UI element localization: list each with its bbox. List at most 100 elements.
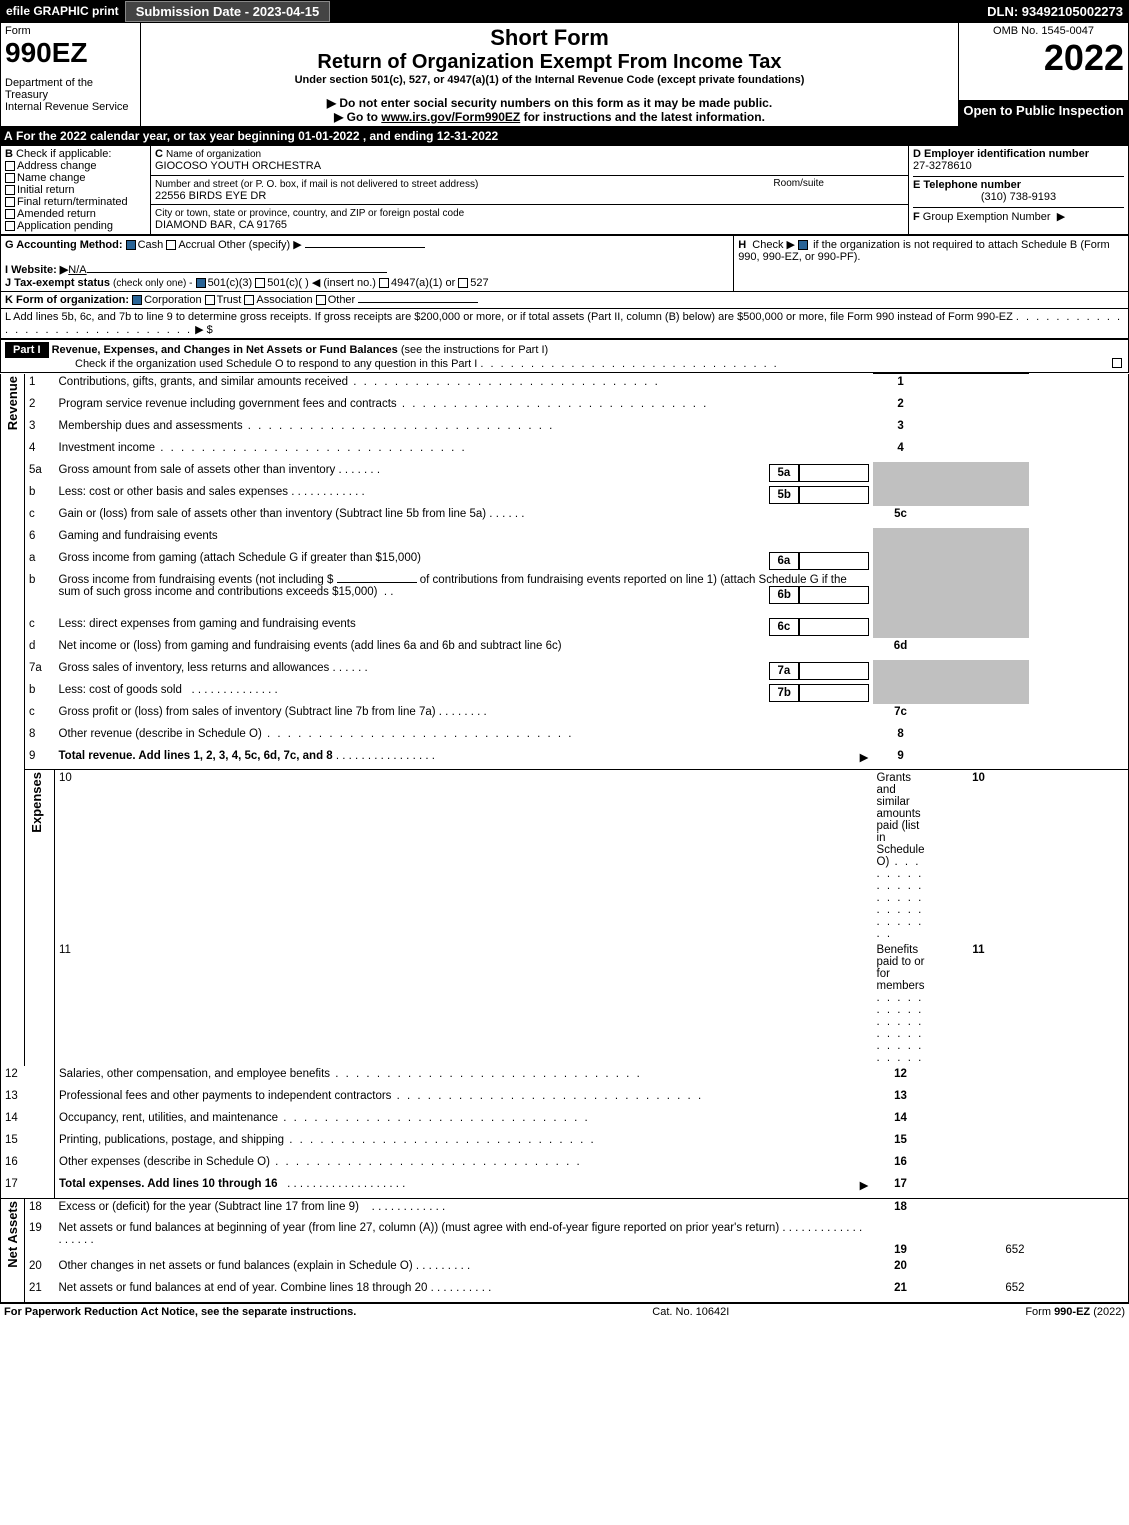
- accounting-method-label: G Accounting Method:: [5, 239, 123, 251]
- line-18-num: 18: [25, 1198, 55, 1220]
- org-name-label: Name of organization: [166, 149, 261, 160]
- line-21-text: Net assets or fund balances at end of ye…: [59, 1282, 428, 1294]
- line-17-num: 17: [1, 1176, 25, 1198]
- sub-7a-val: [799, 662, 869, 680]
- line-6d-num: d: [25, 638, 55, 660]
- efile-label[interactable]: efile GRAPHIC print: [0, 4, 125, 18]
- line-16-text: Other expenses (describe in Schedule O): [59, 1156, 270, 1168]
- line-12-box: 12: [873, 1066, 929, 1088]
- line-8-box: 8: [873, 726, 929, 748]
- goto-link[interactable]: ▶ Go to www.irs.gov/Form990EZ for instru…: [145, 110, 954, 124]
- line-6a-text: Gross income from gaming (attach Schedul…: [59, 552, 421, 564]
- sub-6c: 6c: [769, 618, 799, 636]
- chk-final-return[interactable]: [5, 197, 15, 207]
- line-3-box: 3: [873, 418, 929, 440]
- line-7c-text: Gross profit or (loss) from sales of inv…: [59, 706, 436, 718]
- sub-6a: 6a: [769, 552, 799, 570]
- chk-corp[interactable]: [132, 295, 142, 305]
- chk-4947[interactable]: [379, 278, 389, 288]
- line-6d-val: [929, 638, 1029, 660]
- lines-table: Revenue 1 Contributions, gifts, grants, …: [0, 373, 1129, 1303]
- line-2-val: [929, 396, 1029, 418]
- footer-left: For Paperwork Reduction Act Notice, see …: [4, 1306, 356, 1318]
- check-if-applicable: Check if applicable:: [16, 148, 111, 160]
- page-footer: For Paperwork Reduction Act Notice, see …: [0, 1303, 1129, 1320]
- line-17-text: Total expenses. Add lines 10 through 16: [59, 1178, 278, 1190]
- chk-accrual[interactable]: [166, 240, 176, 250]
- h-check-text: Check ▶: [752, 239, 795, 251]
- line-21-val: 652: [929, 1280, 1029, 1302]
- part1-title: Revenue, Expenses, and Changes in Net As…: [52, 344, 398, 356]
- line-19-box: 19: [873, 1220, 929, 1258]
- line-6a-num: a: [25, 550, 55, 572]
- line-15-box: 15: [873, 1132, 929, 1154]
- omb-number: OMB No. 1545-0047: [963, 25, 1124, 37]
- shaded-7a: [873, 660, 929, 682]
- website-label: I Website: ▶: [5, 264, 68, 276]
- line-6c-num: c: [25, 616, 55, 638]
- o-corp: Corporation: [144, 294, 201, 306]
- line-18-text: Excess or (deficit) for the year (Subtra…: [59, 1201, 359, 1213]
- chk-schedule-b[interactable]: [798, 240, 808, 250]
- chk-other-org[interactable]: [316, 295, 326, 305]
- opt-address-change: Address change: [17, 160, 97, 172]
- chk-amended[interactable]: [5, 209, 15, 219]
- shaded-5a-v: [929, 462, 1029, 484]
- submission-date: Submission Date - 2023-04-15: [125, 1, 331, 22]
- opt-amended: Amended return: [17, 208, 96, 220]
- dept-irs: Internal Revenue Service: [5, 101, 136, 113]
- section-a: A For the 2022 calendar year, or tax yea…: [0, 127, 1129, 145]
- sub-5b-val: [799, 486, 869, 504]
- sub-6b-val: [799, 586, 869, 604]
- tax-exempt-note: (check only one) -: [113, 278, 192, 289]
- chk-address-change[interactable]: [5, 161, 15, 171]
- chk-501c3[interactable]: [196, 278, 206, 288]
- sub-7a: 7a: [769, 662, 799, 680]
- chk-501c[interactable]: [255, 278, 265, 288]
- line-20-num: 20: [25, 1258, 55, 1280]
- chk-initial-return[interactable]: [5, 185, 15, 195]
- line-11-text: Benefits paid to or for members: [877, 944, 925, 992]
- form-number: 990EZ: [5, 37, 136, 69]
- inspection-badge: Open to Public Inspection: [959, 100, 1129, 126]
- shaded-6c: [873, 616, 929, 638]
- line-7b-text: Less: cost of goods sold: [59, 684, 182, 696]
- chk-name-change[interactable]: [5, 173, 15, 183]
- line-1-num: 1: [25, 374, 55, 396]
- ein-label: D Employer identification number: [913, 148, 1089, 160]
- o-other: Other: [328, 294, 356, 306]
- chk-assoc[interactable]: [244, 295, 254, 305]
- line-14-num: 14: [1, 1110, 25, 1132]
- top-bar: efile GRAPHIC print Submission Date - 20…: [0, 0, 1129, 22]
- line-11-val: [1029, 942, 1129, 1066]
- line-11-num: 11: [55, 942, 873, 1066]
- row-l-arrow: ▶ $: [195, 324, 213, 336]
- part1-note: (see the instructions for Part I): [401, 344, 548, 356]
- line-16-num: 16: [1, 1154, 25, 1176]
- ghij-block: G Accounting Method: Cash Accrual Other …: [0, 235, 1129, 339]
- line-6c-text: Less: direct expenses from gaming and fu…: [59, 618, 356, 630]
- line-2-num: 2: [25, 396, 55, 418]
- arrow-icon: ▶: [1057, 211, 1065, 223]
- line-3-text: Membership dues and assessments: [59, 420, 243, 432]
- shaded-6-v: [929, 528, 1029, 550]
- city-value: DIAMOND BAR, CA 91765: [155, 219, 287, 231]
- shaded-7b: [873, 682, 929, 704]
- chk-527[interactable]: [458, 278, 468, 288]
- line-9-box: 9: [873, 748, 929, 770]
- line-1-text: Contributions, gifts, grants, and simila…: [59, 376, 349, 388]
- irs-link[interactable]: www.irs.gov/Form990EZ: [381, 110, 520, 124]
- sub-7b-val: [799, 684, 869, 702]
- line-6-text: Gaming and fundraising events: [55, 528, 873, 550]
- chk-cash[interactable]: [126, 240, 136, 250]
- chk-schedule-o[interactable]: [1112, 358, 1122, 368]
- chk-pending[interactable]: [5, 221, 15, 231]
- accrual-label: Accrual: [178, 239, 215, 251]
- line-6d-text: Net income or (loss) from gaming and fun…: [59, 640, 562, 652]
- opt-final-return: Final return/terminated: [17, 196, 128, 208]
- dln-label: DLN: 93492105002273: [981, 4, 1129, 19]
- line-5c-text: Gain or (loss) from sale of assets other…: [59, 508, 487, 520]
- line-4-box: 4: [873, 440, 929, 462]
- chk-trust[interactable]: [205, 295, 215, 305]
- line-3-val: [929, 418, 1029, 440]
